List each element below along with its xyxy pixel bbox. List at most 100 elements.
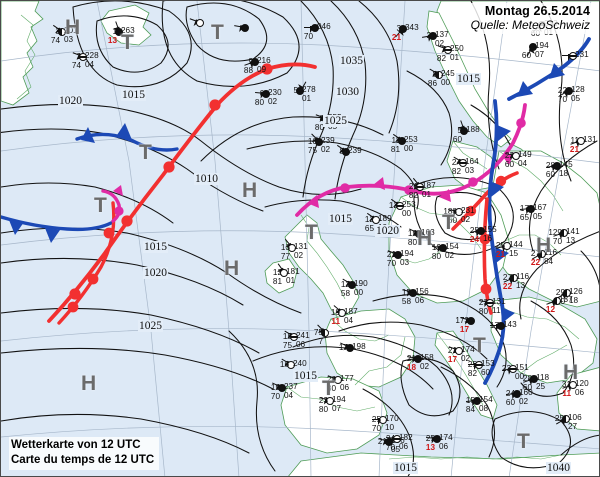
- station-dewpoint: 70: [371, 424, 381, 433]
- station-pressure: 174: [439, 433, 453, 442]
- station-weather-code: 02: [461, 215, 471, 224]
- station-weather-code: 02: [435, 39, 445, 48]
- station-temperature: 22: [557, 86, 567, 95]
- station-pressure: 187: [422, 181, 436, 190]
- cloud-cover-icon: [538, 250, 546, 258]
- station-weather-code: 07: [535, 50, 545, 59]
- station-dewpoint: 21: [569, 145, 579, 154]
- cloud-cover-icon: [553, 297, 561, 305]
- station-weather-code: 00: [404, 144, 414, 153]
- cloud-cover-icon: [58, 28, 66, 36]
- station-pressure: 187: [344, 307, 358, 316]
- station-temperature: 21: [406, 354, 416, 363]
- station-pressure: 240: [293, 359, 307, 368]
- station-temperature: 6: [259, 89, 264, 98]
- cloud-cover-icon: [287, 361, 295, 369]
- station-pressure: 131: [294, 242, 308, 251]
- cloud-cover-icon: [394, 251, 402, 259]
- chart-time-fr: Carte du temps de 12 UTC: [11, 454, 155, 466]
- station-pressure: 237: [284, 382, 298, 391]
- station-temperature: 8: [432, 70, 437, 79]
- pressure-centre-t: T: [121, 31, 134, 54]
- station-dewpoint: 21: [495, 250, 505, 259]
- station-weather-code: 15: [509, 249, 519, 258]
- station-temperature: 28: [522, 374, 532, 383]
- station-temperature: 10: [307, 137, 317, 146]
- cloud-cover-icon: [455, 208, 463, 216]
- pressure-centre-t: T: [211, 21, 224, 44]
- pressure-centre-t: T: [473, 334, 486, 357]
- cloud-cover-icon: [372, 216, 380, 224]
- station-temperature: 2: [426, 31, 431, 40]
- isobar-label: 1020: [58, 95, 83, 107]
- station-pressure: 343: [405, 23, 419, 32]
- station-temperature: 75: [313, 328, 323, 337]
- cloud-cover-icon: [334, 376, 342, 384]
- cloud-cover-icon: [288, 244, 296, 252]
- station-dewpoint: 84: [465, 405, 475, 414]
- station-pressure: 228: [85, 51, 99, 60]
- cloud-cover-icon: [396, 202, 404, 210]
- station-dewpoint: 80: [254, 98, 264, 107]
- cloud-cover-icon: [290, 333, 298, 341]
- cloud-cover-icon: [346, 344, 354, 352]
- station-dewpoint: 18: [406, 363, 416, 372]
- station-weather-code: 05: [533, 212, 543, 221]
- cold-front-mid-atlantic: [1, 215, 113, 243]
- station-pressure: 160: [519, 388, 533, 397]
- isobar-label: 1015: [456, 73, 481, 85]
- station-weather-code: 60: [481, 368, 491, 377]
- station-pressure: 144: [509, 240, 523, 249]
- isobar-label: 1025: [138, 320, 163, 332]
- station-weather-code: 04: [284, 391, 294, 400]
- station-temperature: 27: [530, 249, 540, 258]
- station-temperature: 12: [364, 215, 374, 224]
- cloud-cover-icon: [433, 435, 441, 443]
- station-temperature: 15: [465, 396, 475, 405]
- station-temperature: 15: [401, 288, 411, 297]
- cloud-cover-icon: [455, 347, 463, 355]
- cloud-cover-icon: [467, 317, 475, 325]
- station-weather-code: 25: [536, 382, 546, 391]
- station-weather-code: 04: [518, 159, 528, 168]
- cloud-cover-icon: [553, 162, 561, 170]
- station-dewpoint: 13: [425, 443, 435, 452]
- cloud-cover-icon: [326, 397, 334, 405]
- station-pressure: 118: [536, 373, 550, 382]
- station-temperature: 27: [502, 273, 512, 282]
- pressure-centre-t: T: [139, 141, 152, 164]
- station-dewpoint: 80: [318, 405, 328, 414]
- station-weather-code: 18: [559, 169, 569, 178]
- occluded-front-iceland-low: [101, 185, 124, 223]
- station-weather-code: 03: [465, 166, 475, 175]
- pressure-centre-h: H: [563, 361, 579, 384]
- station-dewpoint: 22: [502, 282, 512, 291]
- station-temperature: 8: [319, 114, 324, 123]
- warm-front-norway: [47, 62, 317, 323]
- station-pressure: 216: [257, 56, 271, 65]
- station-dewpoint: 11: [562, 389, 571, 398]
- station-temperature: 17: [489, 321, 499, 330]
- station-dewpoint: 70: [552, 237, 562, 246]
- cloud-cover-icon: [278, 384, 286, 392]
- station-dewpoint: 70: [386, 259, 396, 268]
- pressure-centre-t: T: [322, 377, 335, 400]
- station-temperature: 29: [555, 288, 565, 297]
- station-temperature: 24: [385, 434, 395, 443]
- station-dewpoint: 17: [459, 325, 469, 334]
- station-pressure: 174: [461, 345, 475, 354]
- station-weather-code: 01: [422, 190, 432, 199]
- station-dewpoint: 11: [331, 317, 340, 326]
- station-pressure: 253: [402, 200, 416, 209]
- station-dewpoint: 17: [447, 355, 457, 364]
- station-weather-code: 06: [399, 442, 409, 451]
- cloud-cover-icon: [296, 87, 304, 95]
- chart-header: Montag 26.5.2014 Quelle: MeteoSchweiz: [462, 3, 593, 34]
- station-dewpoint: 80: [431, 252, 441, 261]
- station-weather-code: 84: [544, 257, 554, 266]
- chart-source: Quelle: MeteoSchweiz: [470, 18, 590, 32]
- cloud-cover-icon: [385, 438, 393, 446]
- cloud-cover-icon: [503, 242, 511, 250]
- station-temperature: 129: [548, 228, 562, 237]
